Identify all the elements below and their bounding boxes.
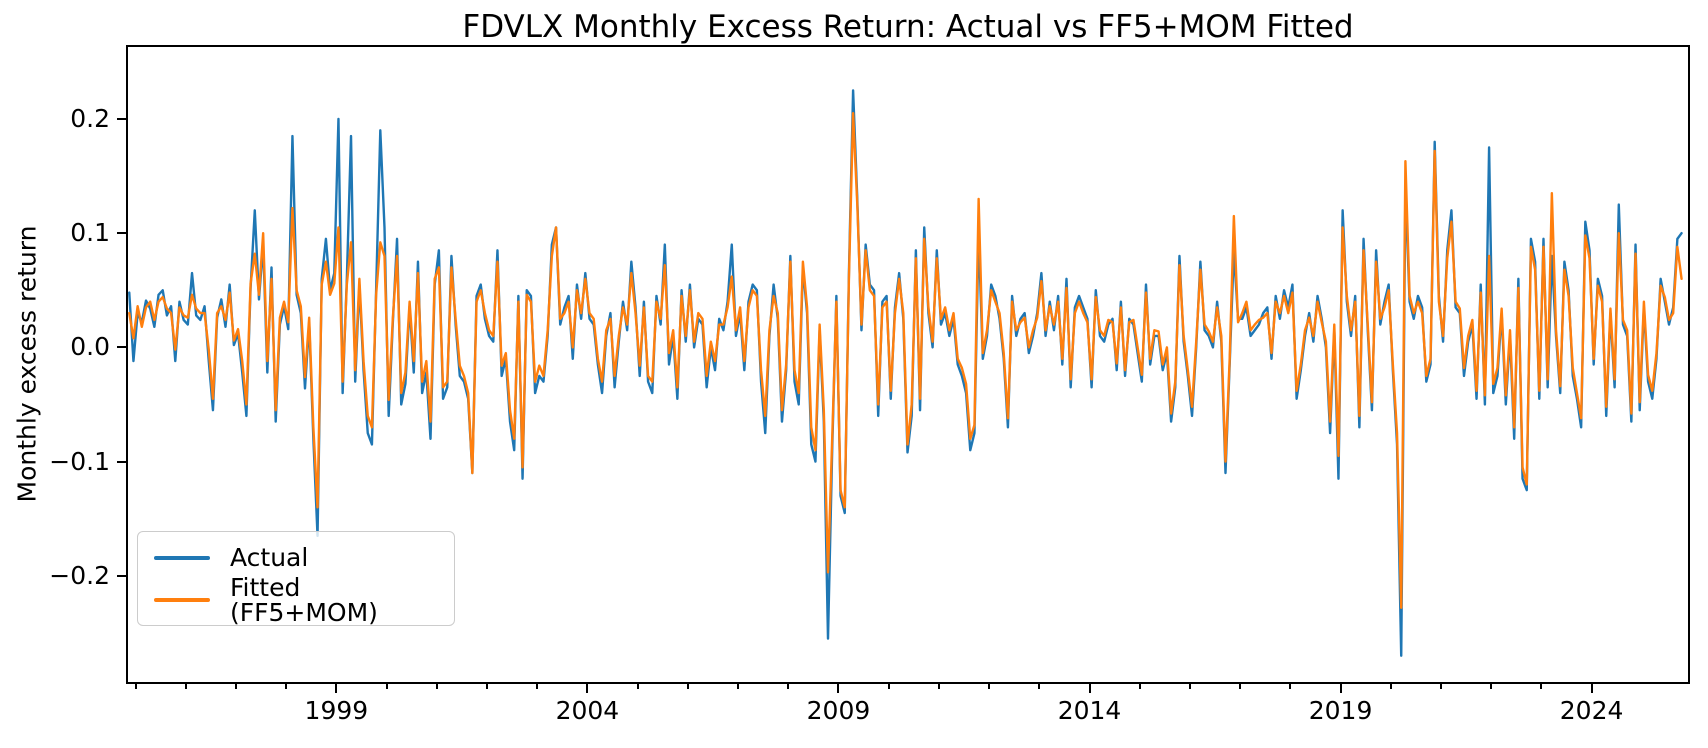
x-minor-tick-mark [737,684,740,689]
x-minor-tick-mark [485,684,488,689]
y-tick-mark [117,460,126,463]
x-minor-tick-mark [887,684,890,689]
x-tick-mark [586,684,589,693]
y-tick-mark [117,346,126,349]
legend-entry: Actual [138,541,454,575]
x-minor-tick-mark [1289,684,1292,689]
x-tick-label: 2009 [806,696,871,725]
x-minor-tick-mark [686,684,689,689]
x-tick-label: 2004 [555,696,620,725]
legend: Actual Fitted (FF5+MOM) [137,531,455,626]
y-tick-label: −0.2 [49,560,110,590]
x-tick-mark [1590,684,1593,693]
y-tick-label: −0.1 [49,446,110,476]
x-minor-tick-mark [385,684,388,689]
x-minor-tick-mark [1038,684,1041,689]
x-tick-mark [837,684,840,693]
legend-line-swatch [154,597,210,602]
x-minor-tick-mark [134,684,137,689]
y-tick-label: 0.1 [70,218,110,248]
x-tick-label: 1999 [304,696,369,725]
x-tick-label: 2019 [1308,696,1373,725]
x-minor-tick-mark [1540,684,1543,689]
x-minor-tick-mark [937,684,940,689]
legend-entry: Fitted (FF5+MOM) [138,575,454,625]
legend-label: Actual [230,543,309,572]
series-line-fitted-ff5-mom [128,112,1683,609]
legend-line-swatch [154,555,210,560]
x-tick-mark [335,684,338,693]
x-minor-tick-mark [1490,684,1493,689]
x-minor-tick-mark [1439,684,1442,689]
x-minor-tick-mark [1138,684,1141,689]
x-minor-tick-mark [636,684,639,689]
y-tick-label: 0.0 [70,332,110,362]
x-minor-tick-mark [787,684,790,689]
x-minor-tick-mark [234,684,237,689]
y-tick-mark [117,574,126,577]
x-minor-tick-mark [184,684,187,689]
x-minor-tick-mark [988,684,991,689]
y-tick-label: 0.2 [70,103,110,133]
y-tick-mark [117,232,126,235]
x-minor-tick-mark [285,684,288,689]
x-tick-label: 2024 [1559,696,1624,725]
series-lines [128,89,1683,657]
legend-label: Fitted (FF5+MOM) [230,572,378,627]
x-minor-tick-mark [1389,684,1392,689]
x-tick-mark [1339,684,1342,693]
x-minor-tick-mark [1188,684,1191,689]
y-tick-mark [117,117,126,120]
x-minor-tick-mark [536,684,539,689]
x-minor-tick-mark [1239,684,1242,689]
chart-title: FDVLX Monthly Excess Return: Actual vs F… [462,9,1354,45]
x-tick-label: 2014 [1057,696,1122,725]
x-minor-tick-mark [435,684,438,689]
x-tick-mark [1088,684,1091,693]
